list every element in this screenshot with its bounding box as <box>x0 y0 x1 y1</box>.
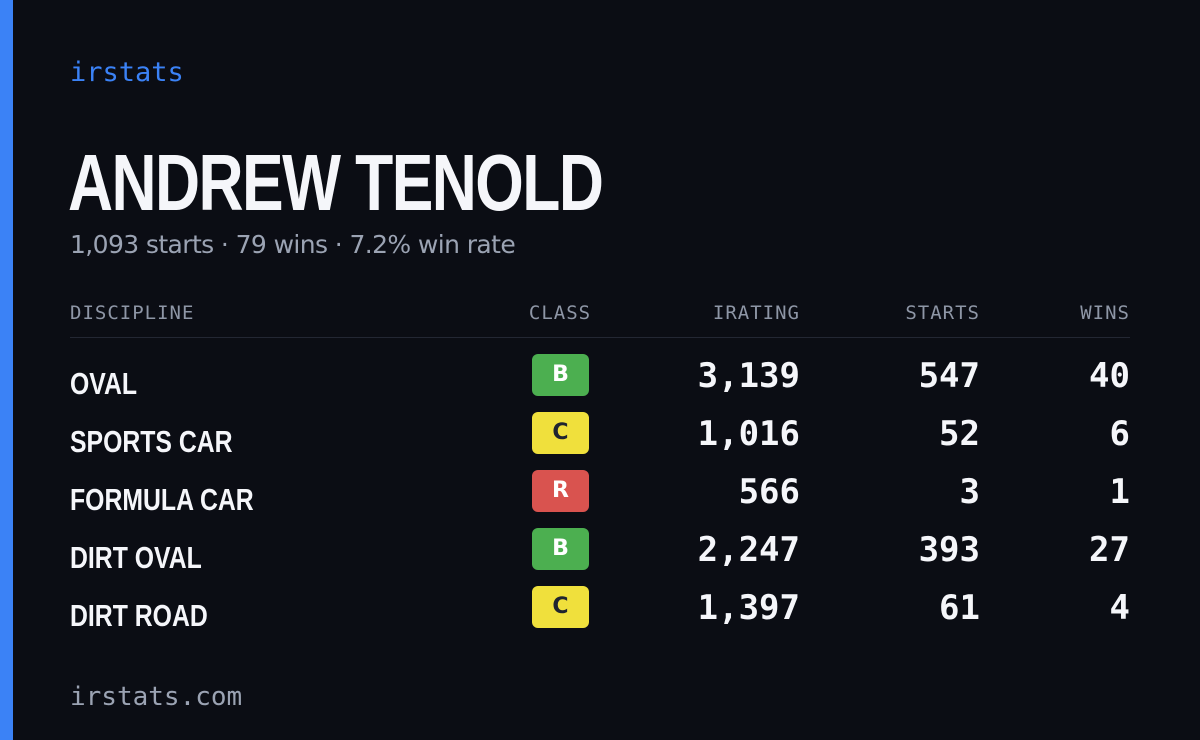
wins-value: 1 <box>1109 472 1130 512</box>
class-badge: R <box>532 470 589 512</box>
class-badge: B <box>532 528 589 570</box>
discipline-name: OVAL <box>70 366 138 401</box>
irating-value: 2,247 <box>697 530 800 570</box>
discipline-name: DIRT ROAD <box>70 598 208 633</box>
wins-value: 40 <box>1089 356 1130 396</box>
driver-summary: 1,093 starts · 79 wins · 7.2% win rate <box>70 230 516 259</box>
starts-value: 393 <box>918 530 980 570</box>
starts-value: 547 <box>918 356 980 396</box>
table-header: DISCIPLINE CLASS IRATING STARTS WINS <box>70 300 1130 338</box>
class-badge: B <box>532 354 589 396</box>
table-row: SPORTS CAR C 1,016 52 6 <box>70 412 1130 470</box>
header-class: CLASS <box>528 302 592 324</box>
starts-value: 3 <box>959 472 980 512</box>
irating-value: 1,016 <box>697 414 800 454</box>
wins-value: 6 <box>1109 414 1130 454</box>
starts-value: 61 <box>939 588 980 628</box>
header-starts: STARTS <box>905 302 980 324</box>
header-discipline: DISCIPLINE <box>70 302 195 324</box>
table-body: OVAL B 3,139 547 40 SPORTS CAR C 1,016 5… <box>70 354 1130 644</box>
irating-value: 3,139 <box>697 356 800 396</box>
irating-value: 1,397 <box>697 588 800 628</box>
table-row: DIRT ROAD C 1,397 61 4 <box>70 586 1130 644</box>
header-irating: IRATING <box>712 302 800 324</box>
wins-value: 4 <box>1109 588 1130 628</box>
header-wins: WINS <box>1080 302 1130 324</box>
table-row: FORMULA CAR R 566 3 1 <box>70 470 1130 528</box>
brand-logo-text: irstats <box>70 57 184 88</box>
footer-url: irstats.com <box>70 682 243 712</box>
wins-value: 27 <box>1089 530 1130 570</box>
irating-value: 566 <box>738 472 800 512</box>
starts-value: 52 <box>939 414 980 454</box>
driver-name: ANDREW TENOLD <box>68 138 604 227</box>
accent-bar <box>0 0 13 740</box>
class-badge: C <box>532 586 589 628</box>
discipline-name: DIRT OVAL <box>70 540 202 575</box>
table-row: OVAL B 3,139 547 40 <box>70 354 1130 412</box>
discipline-name: SPORTS CAR <box>70 424 233 459</box>
discipline-name: FORMULA CAR <box>70 482 254 517</box>
discipline-table: DISCIPLINE CLASS IRATING STARTS WINS OVA… <box>70 300 1130 633</box>
class-badge: C <box>532 412 589 454</box>
table-row: DIRT OVAL B 2,247 393 27 <box>70 528 1130 586</box>
